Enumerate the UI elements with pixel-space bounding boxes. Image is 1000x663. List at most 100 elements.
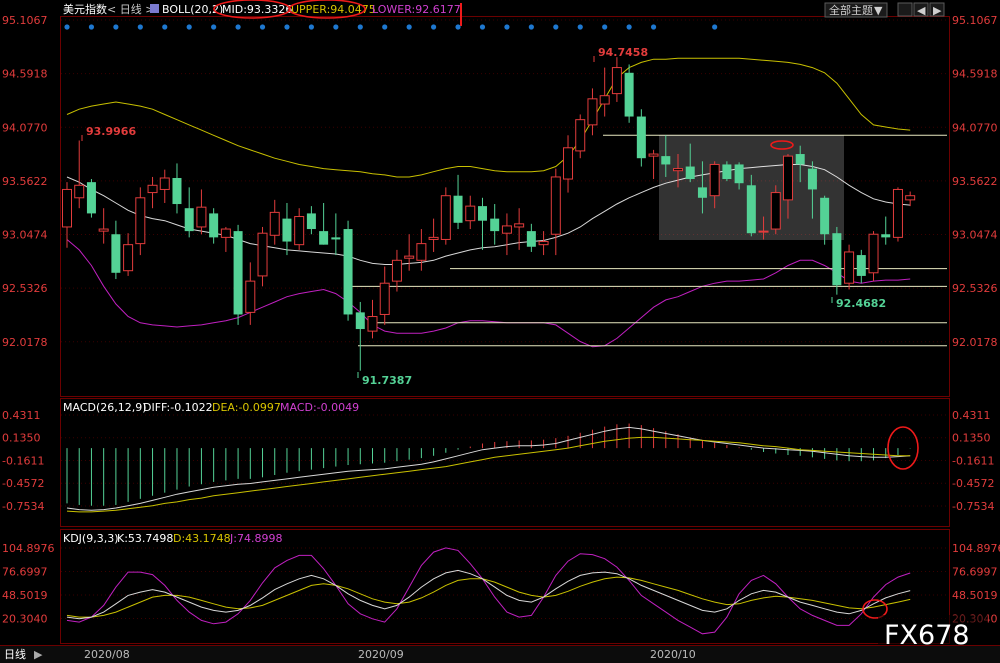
candle-body bbox=[734, 164, 744, 184]
signal-dot bbox=[357, 24, 363, 30]
kdj-y-tick-right: 76.6997 bbox=[952, 566, 998, 579]
macd-y-tick-left: 0.4311 bbox=[2, 409, 41, 422]
signal-dot bbox=[113, 24, 119, 30]
candle-body bbox=[86, 182, 96, 214]
candle-body bbox=[379, 282, 390, 315]
kdj-y-tick-left: 104.8976 bbox=[2, 542, 55, 555]
candle-body bbox=[795, 154, 805, 165]
candle-body bbox=[257, 232, 268, 277]
candle-body bbox=[611, 67, 622, 95]
kdj-highlight-circle bbox=[862, 599, 888, 619]
candle-body bbox=[184, 208, 194, 232]
theme-button[interactable] bbox=[824, 2, 888, 18]
candle-body bbox=[196, 206, 207, 228]
chart-left-icon[interactable] bbox=[913, 2, 929, 17]
price-y-tick-right: 92.5326 bbox=[952, 282, 998, 295]
kdj-indicator bbox=[66, 547, 911, 635]
candle-body bbox=[135, 197, 146, 245]
candle-body bbox=[209, 213, 219, 238]
price-y-tick-left: 93.5622 bbox=[2, 175, 48, 188]
price-y-tick-left: 94.5918 bbox=[2, 68, 48, 81]
candle-body bbox=[416, 243, 427, 261]
signal-dot bbox=[553, 24, 559, 30]
signal-dot bbox=[602, 24, 608, 30]
low-2-label: 92.4682 bbox=[836, 297, 886, 310]
high-2-label: 94.7458 bbox=[598, 46, 648, 59]
kdj-d-value: D:43.1748 bbox=[173, 532, 231, 545]
signal-dots-row bbox=[64, 24, 718, 30]
macd-macd-value: MACD:-0.0049 bbox=[280, 401, 359, 414]
signal-dot bbox=[479, 24, 486, 30]
high-1-label: 93.9966 bbox=[86, 125, 136, 138]
candle-body bbox=[648, 153, 659, 157]
candle-body bbox=[123, 244, 134, 272]
signal-dot bbox=[235, 24, 241, 30]
signal-dot bbox=[162, 24, 168, 30]
price-y-tick-left: 92.0178 bbox=[2, 336, 48, 349]
macd-header: MACD(26,12,9) DIFF:-0.1022 DEA:-0.0997 M… bbox=[63, 401, 359, 414]
grid-view-icon[interactable] bbox=[897, 2, 913, 17]
signal-dot bbox=[455, 24, 461, 30]
price-y-tick-right: 93.5622 bbox=[952, 175, 998, 188]
candle-body bbox=[868, 233, 879, 274]
candle-body bbox=[722, 164, 732, 180]
signal-dot bbox=[186, 24, 192, 30]
candle-body bbox=[282, 218, 292, 242]
macd-y-tick-left: -0.4572 bbox=[2, 477, 44, 490]
boll-lower-line bbox=[66, 239, 911, 348]
candle-body bbox=[319, 231, 329, 245]
candle-body bbox=[563, 147, 574, 180]
candle-body bbox=[220, 228, 231, 238]
candle-body bbox=[624, 72, 634, 117]
candle-body bbox=[844, 251, 855, 284]
x-label-aug: 2020/08 bbox=[84, 648, 130, 661]
candle-body bbox=[550, 176, 561, 235]
macd-panel-frame bbox=[60, 398, 950, 527]
candle-body bbox=[501, 225, 512, 234]
candle-body bbox=[233, 231, 243, 315]
candle-body bbox=[269, 211, 280, 236]
kdj-j-value: J:74.8998 bbox=[229, 532, 282, 545]
candle-body bbox=[111, 234, 121, 273]
signal-dot bbox=[431, 24, 437, 30]
candle-body bbox=[661, 156, 671, 165]
price-y-tick-right: 92.0178 bbox=[952, 336, 998, 349]
kdj-k-line bbox=[66, 569, 911, 620]
candle-body bbox=[807, 168, 817, 190]
signal-dot bbox=[88, 24, 95, 30]
candle-body bbox=[428, 236, 439, 240]
candle-body bbox=[453, 195, 463, 223]
bottom-bar-bg bbox=[0, 645, 1000, 663]
chart-right-icon[interactable] bbox=[929, 2, 945, 17]
price-y-tick-left: 93.0474 bbox=[2, 229, 48, 242]
candle-body bbox=[697, 187, 707, 198]
signal-dot bbox=[528, 24, 534, 30]
period-tab[interactable]: 日线 bbox=[4, 647, 26, 661]
macd-highlight-circle bbox=[887, 426, 919, 470]
price-y-tick-left: 95.1067 bbox=[2, 14, 48, 27]
macd-dea-value: DEA:-0.0997 bbox=[212, 401, 281, 414]
price-panel-frame bbox=[60, 16, 950, 397]
candle-body bbox=[367, 316, 378, 332]
kdj-j-line bbox=[66, 547, 911, 635]
signal-dot bbox=[504, 24, 510, 30]
macd-indicator bbox=[66, 423, 911, 513]
candle-body bbox=[820, 197, 830, 235]
period-tab-arrow-icon[interactable]: ▶ bbox=[34, 648, 43, 661]
candle-body bbox=[673, 168, 683, 172]
period-label: < 日线 > bbox=[107, 2, 154, 16]
x-label-sep: 2020/09 bbox=[358, 648, 404, 661]
kdj-panel-frame bbox=[60, 529, 950, 644]
signal-dot bbox=[64, 24, 70, 30]
candle-body bbox=[331, 237, 341, 240]
signal-dot bbox=[626, 24, 632, 30]
candle-body bbox=[147, 184, 158, 194]
kdj-y-tick-left: 76.6997 bbox=[2, 566, 48, 579]
kdj-d-line bbox=[66, 576, 911, 618]
price-y-tick-right: 95.1067 bbox=[952, 14, 998, 27]
boll-icon bbox=[150, 4, 159, 13]
macd-y-tick-right: 0.4311 bbox=[952, 409, 991, 422]
signal-dot bbox=[259, 24, 266, 30]
kdj-y-tick-left: 48.5019 bbox=[2, 589, 48, 602]
